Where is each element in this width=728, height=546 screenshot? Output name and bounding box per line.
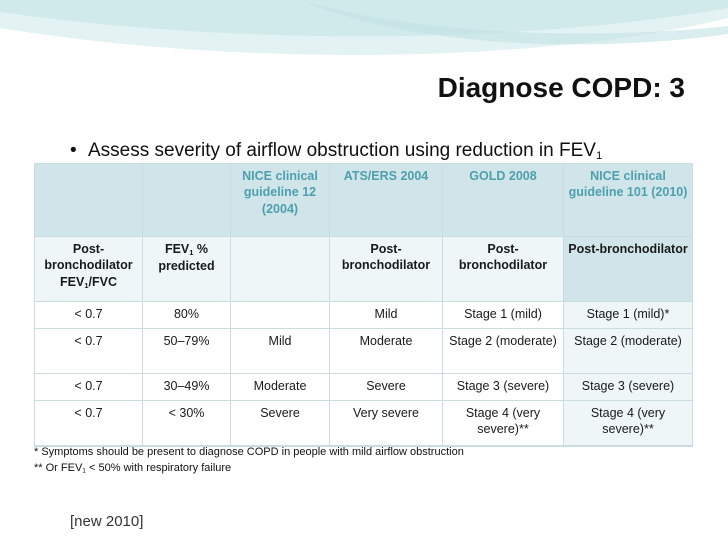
table-cell: < 0.7 bbox=[34, 400, 143, 447]
version-tag: [new 2010] bbox=[70, 513, 144, 530]
subheader-cell: Post-bronchodilator bbox=[563, 236, 693, 302]
header-cell-ats-ers: ATS/ERS 2004 bbox=[329, 163, 443, 237]
decorative-swoosh bbox=[0, 0, 728, 55]
bullet-icon: • bbox=[70, 140, 77, 161]
table-cell: Very severe bbox=[329, 400, 443, 447]
bullet-subscript: 1 bbox=[595, 149, 603, 162]
table-cell: Stage 4 (very severe)** bbox=[563, 400, 693, 447]
bullet-text: Assess severity of airflow obstruction u… bbox=[88, 140, 596, 161]
header-cell bbox=[34, 163, 143, 237]
table-row: < 0.7 80% Mild Stage 1 (mild) Stage 1 (m… bbox=[34, 301, 693, 329]
table-row: < 0.7 30–49% Moderate Severe Stage 3 (se… bbox=[34, 373, 693, 401]
table-cell: Stage 1 (mild)* bbox=[563, 301, 693, 329]
table-cell: < 0.7 bbox=[34, 301, 143, 329]
table-cell: < 0.7 bbox=[34, 328, 143, 374]
header-cell-nice-2010: NICE clinical guideline 101 (2010) bbox=[563, 163, 693, 237]
table-cell: Stage 3 (severe) bbox=[442, 373, 564, 401]
subheader-fev1-fvc: Post-bronchodilator FEV1/FVC bbox=[34, 236, 143, 302]
table-cell: < 0.7 bbox=[34, 373, 143, 401]
table-cell: Severe bbox=[329, 373, 443, 401]
slide-title: Diagnose COPD: 3 bbox=[437, 72, 685, 103]
table-cell: Stage 4 (very severe)** bbox=[442, 400, 564, 447]
table-row: < 0.7 < 30% Severe Very severe Stage 4 (… bbox=[34, 400, 693, 447]
footnote-symptoms: * Symptoms should be present to diagnose… bbox=[34, 446, 464, 458]
subheader-fev1-predicted: FEV1 % predicted bbox=[142, 236, 231, 302]
table-header-row: NICE clinical guideline 12 (2004) ATS/ER… bbox=[34, 163, 693, 237]
subheader-cell: Post-bronchodilator bbox=[442, 236, 564, 302]
table-cell: Moderate bbox=[230, 373, 330, 401]
table-cell: Stage 2 (moderate) bbox=[442, 328, 564, 374]
header-cell bbox=[142, 163, 231, 237]
bullet-point: • Assess severity of airflow obstruction … bbox=[70, 140, 602, 162]
severity-table: NICE clinical guideline 12 (2004) ATS/ER… bbox=[34, 163, 693, 447]
table-cell: Moderate bbox=[329, 328, 443, 374]
table-cell: 30–49% bbox=[142, 373, 231, 401]
table-cell: Stage 1 (mild) bbox=[442, 301, 564, 329]
table-subheader-row: Post-bronchodilator FEV1/FVC FEV1 % pred… bbox=[34, 236, 693, 302]
table-cell: Mild bbox=[230, 328, 330, 374]
footnote-respiratory-failure: ** Or FEV1 < 50% with respiratory failur… bbox=[34, 462, 232, 475]
subheader-cell bbox=[230, 236, 330, 302]
footnotes: * Symptoms should be present to diagnose… bbox=[34, 444, 464, 480]
table-cell: Stage 3 (severe) bbox=[563, 373, 693, 401]
subheader-cell: Post-bronchodilator bbox=[329, 236, 443, 302]
table-cell: Stage 2 (moderate) bbox=[563, 328, 693, 374]
table-cell: Severe bbox=[230, 400, 330, 447]
table-cell: Mild bbox=[329, 301, 443, 329]
table-cell: < 30% bbox=[142, 400, 231, 447]
table-row: < 0.7 50–79% Mild Moderate Stage 2 (mode… bbox=[34, 328, 693, 374]
table-cell: 80% bbox=[142, 301, 231, 329]
table-cell: 50–79% bbox=[142, 328, 231, 374]
header-cell-gold: GOLD 2008 bbox=[442, 163, 564, 237]
header-cell-nice-2004: NICE clinical guideline 12 (2004) bbox=[230, 163, 330, 237]
table-cell bbox=[230, 301, 330, 329]
